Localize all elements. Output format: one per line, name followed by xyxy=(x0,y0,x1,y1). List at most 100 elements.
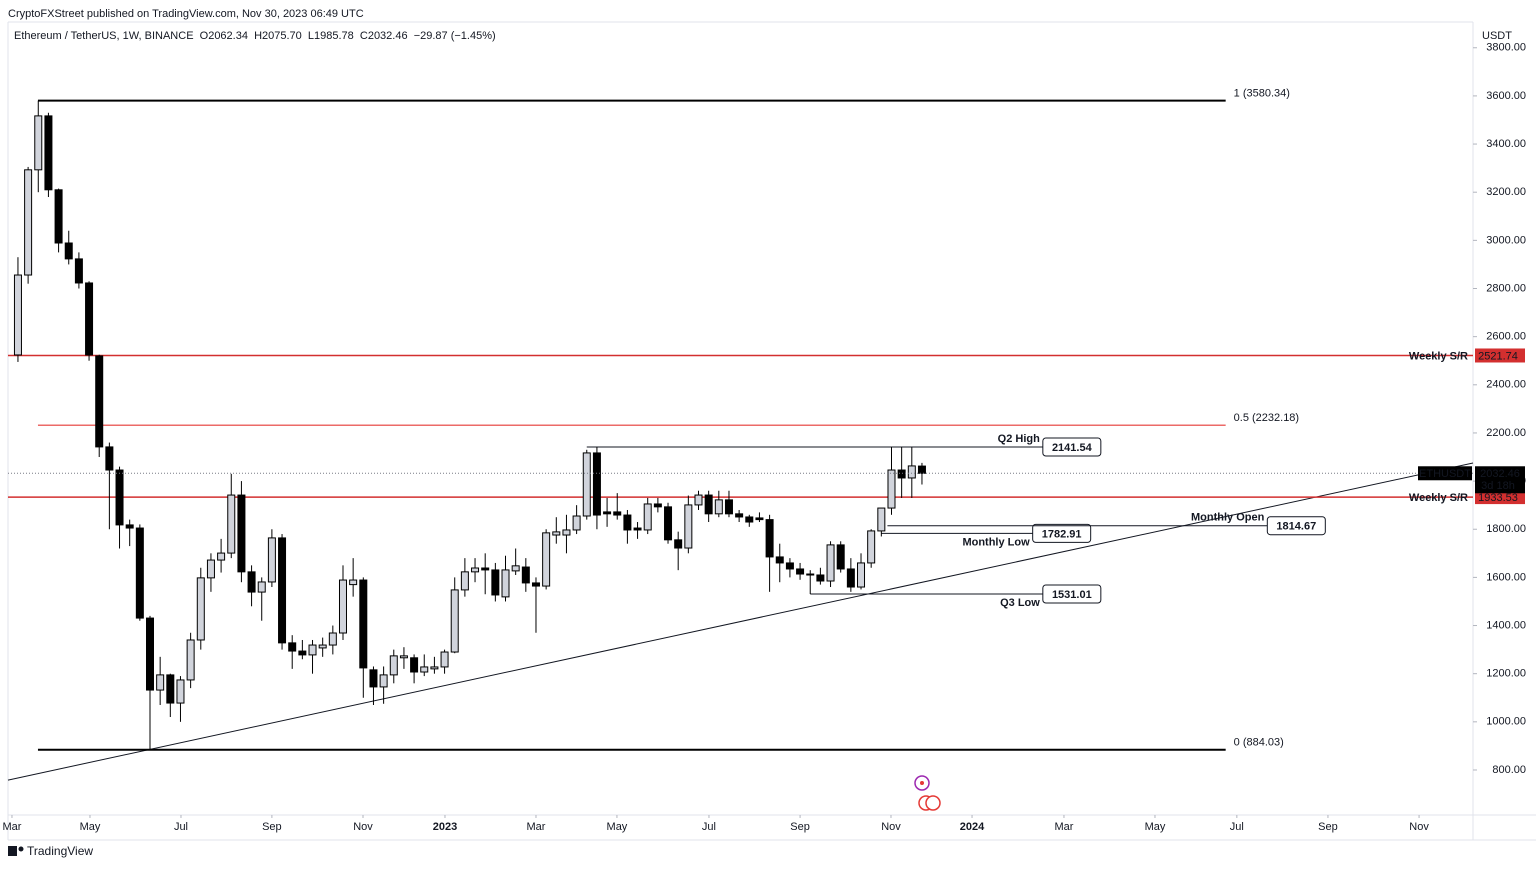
y-tick-label: 3000.00 xyxy=(1486,234,1526,246)
candle-body xyxy=(592,452,601,516)
price-tag-label: 1933.53 xyxy=(1478,492,1518,504)
brand: TradingView xyxy=(27,844,93,858)
x-tick-label: Nov xyxy=(881,821,901,833)
candle-body xyxy=(491,569,500,596)
candle-body xyxy=(227,494,236,554)
candle-body xyxy=(653,503,662,508)
candle-body xyxy=(562,529,571,536)
candle-body xyxy=(64,242,73,260)
candle-body xyxy=(95,355,104,448)
candle-body xyxy=(897,469,906,479)
candle-body xyxy=(267,537,276,583)
candle-body xyxy=(13,274,22,356)
candle-body xyxy=(24,169,33,276)
y-tick-label: 2200.00 xyxy=(1486,427,1526,439)
candle-body xyxy=(857,562,866,588)
level-box xyxy=(1266,516,1326,536)
candle-body xyxy=(338,579,347,634)
level-box xyxy=(1042,437,1102,457)
publisher: CryptoFXStreet published on TradingView.… xyxy=(8,8,364,20)
fib-label: 1 (3580.34) xyxy=(1234,88,1290,100)
price-tag xyxy=(1475,466,1525,494)
level-box xyxy=(1032,523,1092,543)
candle-body xyxy=(288,642,297,652)
candle-body xyxy=(542,532,551,587)
candle-body xyxy=(704,494,713,515)
candle-body xyxy=(917,465,926,474)
candle-body xyxy=(481,567,490,571)
candle-body xyxy=(389,655,398,676)
logo xyxy=(8,846,24,856)
x-tick-label: Mar xyxy=(527,821,546,833)
candle-body xyxy=(349,579,358,586)
candle-body xyxy=(745,516,754,523)
candle-body xyxy=(775,556,784,564)
candle-body xyxy=(257,581,266,593)
candle-body xyxy=(298,650,307,656)
candle-body xyxy=(846,568,855,588)
level-value: 1782.91 xyxy=(1042,528,1082,540)
candle-body xyxy=(684,504,693,549)
x-tick-label: May xyxy=(607,821,628,833)
x-tick-label: May xyxy=(80,821,101,833)
candle-body xyxy=(440,651,449,668)
candle-body xyxy=(613,511,622,516)
y-tick-label: 1000.00 xyxy=(1486,716,1526,728)
x-tick-label: Jul xyxy=(1230,821,1244,833)
x-tick-label: Sep xyxy=(262,821,282,833)
candle-body xyxy=(836,544,845,570)
x-tick-label: 2024 xyxy=(960,821,985,833)
y-tick-label: 3200.00 xyxy=(1486,186,1526,198)
candle-body xyxy=(887,469,896,509)
candle-body xyxy=(511,565,520,572)
candle-body xyxy=(582,452,591,517)
level-value: 1531.01 xyxy=(1052,589,1092,601)
y-tick-label: 2400.00 xyxy=(1486,379,1526,391)
candle-body xyxy=(379,674,388,688)
candle-body xyxy=(907,465,916,479)
candle-body xyxy=(308,644,317,656)
candle-body xyxy=(796,568,805,575)
y-tick-label: 1400.00 xyxy=(1486,619,1526,631)
event-icon[interactable] xyxy=(925,795,941,811)
candle-body xyxy=(572,515,581,531)
candle-body xyxy=(603,511,612,515)
candle-body xyxy=(186,639,195,681)
x-tick-label: Nov xyxy=(353,821,373,833)
candle-body xyxy=(247,571,256,593)
candle-body xyxy=(867,530,876,564)
y-tick-label: 3600.00 xyxy=(1486,90,1526,102)
trendline xyxy=(7,462,1474,781)
candle-body xyxy=(166,674,175,704)
candle-body xyxy=(664,506,673,541)
candle-body xyxy=(135,527,144,619)
y-tick-label: 800.00 xyxy=(1492,764,1526,776)
level-value: 1814.67 xyxy=(1276,521,1316,533)
candle-body xyxy=(501,569,510,598)
candle-body xyxy=(460,571,469,591)
candle-body xyxy=(399,655,408,659)
candle-body xyxy=(44,115,53,191)
candle-body xyxy=(278,537,287,644)
candle-body xyxy=(714,499,723,515)
event-icon-dot xyxy=(920,781,924,785)
x-tick-label: Sep xyxy=(790,821,810,833)
candle-body xyxy=(816,574,825,582)
price-tag xyxy=(1475,348,1525,363)
level-label: Q2 High xyxy=(998,433,1040,445)
candle-body xyxy=(633,527,642,531)
candle-body xyxy=(156,674,165,691)
candle-body xyxy=(877,507,886,532)
candle-body xyxy=(785,562,794,570)
x-tick-label: Sep xyxy=(1318,821,1338,833)
level-label: Monthly Open xyxy=(1191,512,1265,524)
y-tick-label: 3800.00 xyxy=(1486,42,1526,54)
logo-mark xyxy=(18,846,24,852)
level-value: 2141.54 xyxy=(1052,442,1093,454)
candle-body xyxy=(217,552,226,561)
candle-body xyxy=(176,679,185,704)
candle-body xyxy=(430,666,439,670)
y-tick-label: 2800.00 xyxy=(1486,282,1526,294)
